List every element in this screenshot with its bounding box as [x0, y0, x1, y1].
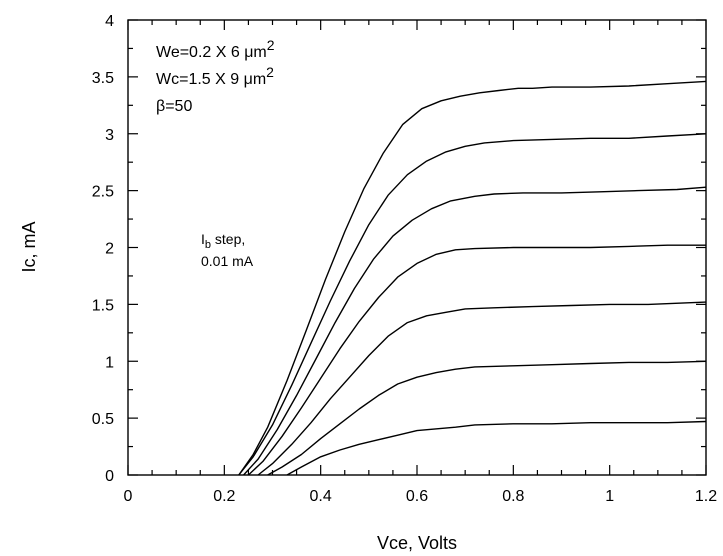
- ic-curve-3: [257, 301, 707, 476]
- y-tick-label: 0.5: [92, 411, 114, 428]
- x-axis-title: Vce, Volts: [377, 533, 457, 553]
- ic-curve-6: [238, 133, 707, 476]
- emitter-width-annotation: We=0.2 X 6 μm2: [156, 37, 275, 61]
- x-tick-labels: 0 0.2 0.4 0.6 0.8 1 1.2: [124, 488, 718, 505]
- ic-curve-7: [238, 80, 707, 476]
- ib-step-annotation: Ib step,: [201, 231, 245, 251]
- x-tick-label: 0.8: [502, 488, 524, 505]
- plot-frame: [127, 19, 707, 476]
- ic-curve-4: [247, 244, 706, 476]
- x-tick-label: 1.2: [695, 488, 717, 505]
- ic-curve-2: [267, 360, 707, 476]
- y-tick-label: 2.5: [92, 184, 114, 201]
- ic-curve-1: [286, 420, 707, 476]
- y-tick-label: 2: [105, 241, 114, 258]
- beta-annotation: β=50: [156, 98, 192, 115]
- y-tick-label: 1: [105, 354, 114, 371]
- y-tick-label: 1.5: [92, 297, 114, 314]
- y-tick-label: 0: [105, 468, 114, 485]
- x-tick-label: 0.2: [213, 488, 235, 505]
- ib-step-value-annotation: 0.01 mA: [201, 253, 254, 269]
- collector-width-annotation: Wc=1.5 X 9 μm2: [156, 64, 274, 88]
- curves: [238, 80, 707, 476]
- y-tick-labels: 0 0.5 1 1.5 2 2.5 3 3.5 4: [92, 13, 114, 485]
- y-tick-label: 3.5: [92, 70, 114, 87]
- ic-curve-5: [243, 186, 707, 476]
- y-tick-label: 4: [105, 13, 114, 30]
- x-tick-label: 0.6: [406, 488, 428, 505]
- y-tick-label: 3: [105, 127, 114, 144]
- y-axis-title: Ic, mA: [19, 221, 39, 272]
- x-tick-label: 0.4: [310, 488, 332, 505]
- x-tick-label: 1: [605, 488, 614, 505]
- axis-ticks: [127, 19, 707, 476]
- x-tick-label: 0: [124, 488, 133, 505]
